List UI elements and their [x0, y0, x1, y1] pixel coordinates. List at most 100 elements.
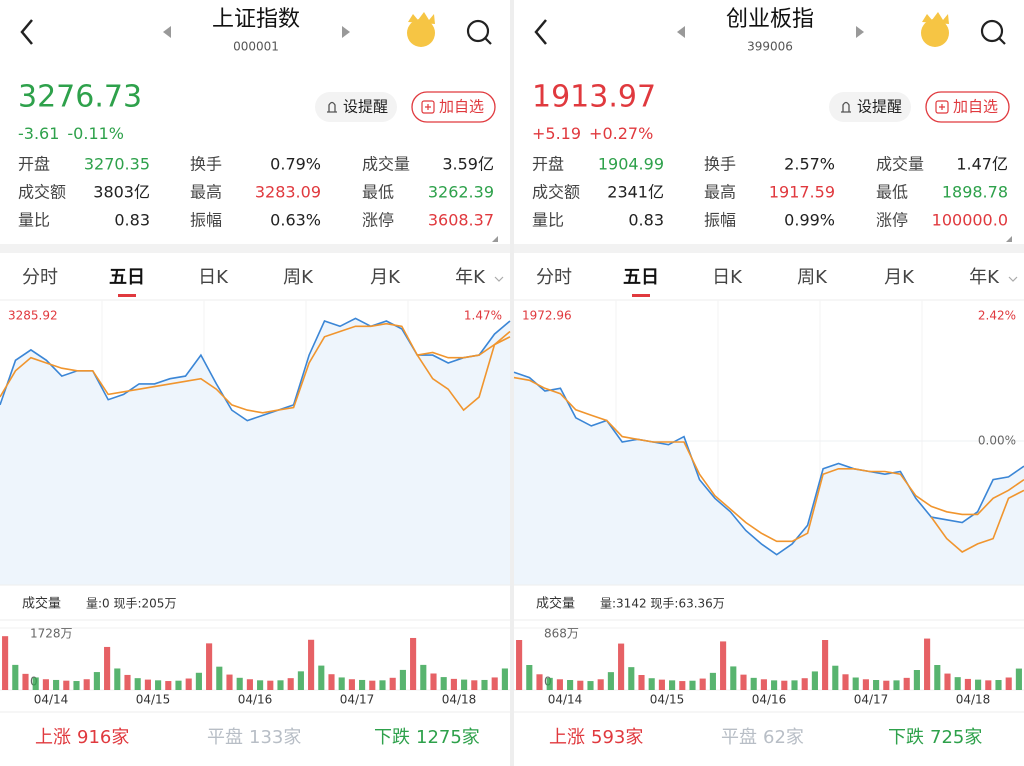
breadth-count: 593家 — [591, 727, 643, 748]
period-tab[interactable]: 五日 — [109, 267, 145, 288]
average-line — [513, 376, 1024, 543]
volume-bar — [954, 677, 961, 690]
volume-bar — [924, 638, 931, 690]
watch-label: 加自选 — [953, 98, 998, 116]
volume-bar — [73, 681, 80, 690]
period-tab[interactable]: 日K — [712, 267, 743, 288]
volume-axis-label: 1728万 — [30, 627, 73, 641]
mascot-icon[interactable] — [407, 19, 435, 47]
next-arrow[interactable] — [856, 26, 864, 38]
volume-bar — [679, 681, 686, 690]
back-button[interactable] — [534, 19, 547, 45]
period-tab[interactable]: 月K — [884, 267, 915, 288]
stock-code: 399006 — [747, 40, 793, 54]
remind-button[interactable] — [829, 92, 911, 122]
back-button[interactable] — [20, 19, 33, 45]
period-tab[interactable]: 周K — [283, 267, 314, 288]
date-label: 04/18 — [956, 693, 991, 707]
volume-info: 量:3142 现手:63.36万 — [600, 597, 725, 611]
volume-bar — [516, 640, 523, 690]
volume-bar — [781, 680, 788, 690]
volume-bar — [297, 671, 304, 690]
plus-sign — [425, 104, 431, 110]
mascot-icon[interactable] — [921, 19, 949, 47]
next-arrow[interactable] — [342, 26, 350, 38]
remind-button[interactable] — [315, 92, 397, 122]
mascot-crown — [408, 12, 435, 24]
volume-bar — [536, 674, 543, 690]
volume-bar — [913, 670, 920, 690]
stat-label: 最低 — [362, 183, 394, 202]
percent-axis-label: 2.42% — [978, 309, 1016, 323]
volume-bar — [526, 665, 533, 690]
plus-sign — [939, 104, 945, 110]
breadth-label: 下跌 — [888, 727, 924, 748]
volume-bar — [277, 680, 284, 690]
expand-corner[interactable] — [1006, 236, 1012, 242]
period-tab[interactable]: 周K — [797, 267, 828, 288]
volume-bar — [461, 679, 468, 690]
price-axis-label: 1972.96 — [522, 309, 572, 323]
period-tab[interactable]: 年K — [969, 267, 1000, 288]
period-tab[interactable]: 五日 — [623, 267, 659, 288]
volume-bar — [618, 643, 625, 690]
volume-bar — [491, 677, 498, 690]
prev-arrow[interactable] — [163, 26, 171, 38]
period-tab[interactable]: 年K — [455, 267, 486, 288]
volume-bar — [175, 680, 182, 690]
market-breadth: 平盘 62家 — [721, 727, 804, 748]
stat-label: 涨停 — [362, 211, 394, 230]
stat-label: 开盘 — [532, 155, 564, 174]
volume-bar — [22, 673, 29, 690]
volume-bar — [720, 641, 727, 690]
volume-bar — [236, 677, 243, 690]
prev-arrow[interactable] — [677, 26, 685, 38]
search-icon[interactable] — [466, 19, 490, 43]
volume-bar — [257, 680, 264, 690]
period-tab[interactable]: 分时 — [536, 267, 572, 288]
volume-axis-label: 868万 — [544, 627, 579, 641]
volume-bar — [430, 673, 437, 690]
watch-label: 加自选 — [439, 98, 484, 116]
stat-value: 3270.35 — [84, 155, 150, 174]
stat-label: 换手 — [190, 155, 222, 174]
stock-code: 000001 — [233, 40, 279, 54]
volume-bar — [471, 680, 478, 690]
volume-bar — [934, 665, 941, 690]
volume-info: 量:0 现手:205万 — [86, 597, 176, 611]
volume-bar — [63, 680, 70, 690]
volume-bar — [83, 679, 90, 690]
tab-dropdown — [494, 276, 504, 282]
date-label: 04/17 — [854, 693, 889, 707]
volume-bar — [801, 678, 808, 690]
expand-corner[interactable] — [492, 236, 498, 242]
volume-bar — [155, 680, 162, 690]
watch-button[interactable] — [925, 91, 1010, 123]
breadth-count: 62家 — [763, 727, 804, 748]
watch-button[interactable] — [411, 91, 496, 123]
search-handle — [484, 37, 492, 45]
volume-bar — [944, 673, 951, 690]
volume-bar — [53, 679, 60, 690]
period-tab[interactable]: 日K — [198, 267, 229, 288]
breadth-count: 725家 — [930, 727, 982, 748]
volume-bar — [903, 677, 910, 690]
date-label: 04/15 — [136, 693, 171, 707]
search-icon[interactable] — [980, 19, 1004, 43]
period-tab[interactable]: 月K — [370, 267, 401, 288]
stat-value: 2.57% — [784, 155, 835, 174]
volume-bar — [440, 677, 447, 690]
volume-bar — [165, 681, 172, 690]
period-tab[interactable]: 分时 — [22, 267, 58, 288]
change-percent: +0.27% — [589, 124, 653, 143]
stock-title: 上证指数 — [212, 7, 300, 32]
volume-bar — [399, 669, 406, 690]
stat-label: 成交额 — [18, 183, 66, 202]
section-gap — [514, 244, 1024, 253]
volume-bar — [420, 664, 427, 690]
change-percent: -0.11% — [67, 124, 124, 143]
stat-label: 成交量 — [876, 155, 924, 174]
